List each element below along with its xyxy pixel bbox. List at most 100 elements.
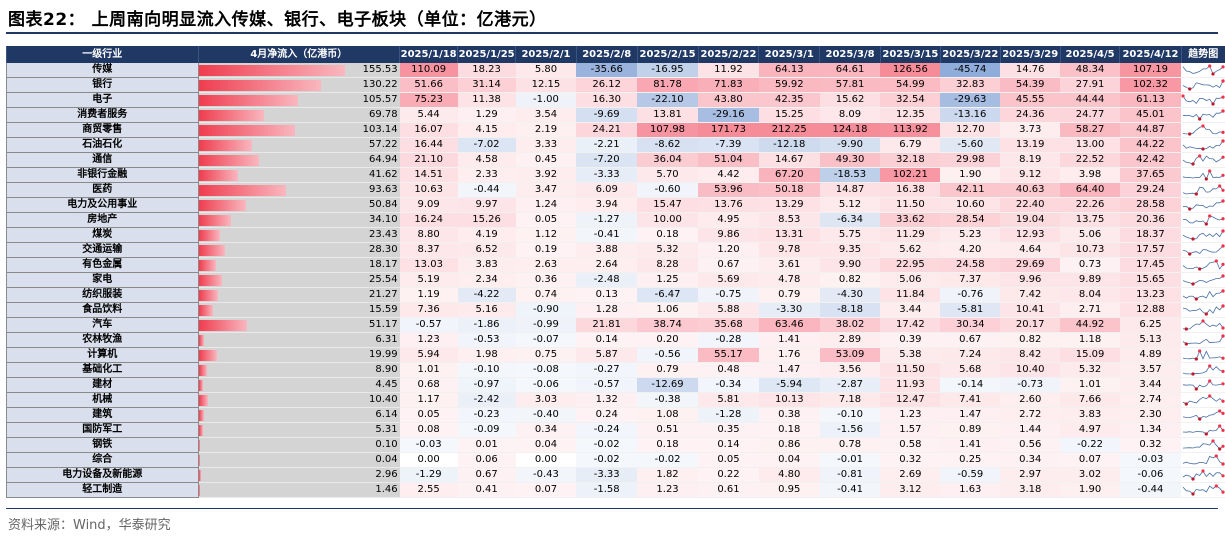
- april-inflow-cell: 25.54: [198, 272, 400, 288]
- trend-sparkline: [1182, 184, 1225, 196]
- weekly-flow-cell: 9.97: [457, 197, 516, 213]
- industry-label: 机械: [6, 392, 199, 408]
- trend-sparkline: [1182, 454, 1225, 466]
- weekly-flow-cell: 44.22: [1119, 137, 1181, 153]
- sparkline-line: [1182, 305, 1224, 315]
- april-inflow-bar: [198, 140, 253, 151]
- trend-sparkline: [1182, 349, 1225, 361]
- sparkline-line: [1182, 170, 1224, 180]
- weekly-flow-cell: 19.04: [1000, 212, 1061, 228]
- weekly-flow-cell: 42.11: [940, 182, 1001, 198]
- april-inflow-cell: 0.10: [198, 437, 400, 453]
- weekly-flow-cell: 2.19: [515, 122, 577, 138]
- table-row: 交通运输 28.30 8.37 6.52 0.19 3.88 5.32 1.20 9.78 9.3…: [6, 242, 1225, 258]
- weekly-flow-cell: 3.44: [1119, 377, 1181, 393]
- weekly-flow-cell: 16.24: [399, 212, 458, 228]
- weekly-flow-cell: 5.80: [515, 63, 577, 78]
- sparkline-min-point: [1191, 282, 1195, 286]
- weekly-flow-cell: -0.34: [698, 377, 759, 393]
- weekly-flow-cell: 5.38: [880, 347, 941, 363]
- weekly-flow-cell: 10.40: [1000, 362, 1061, 378]
- sparkline-last-point: [1221, 229, 1225, 233]
- industry-label: 轻工制造: [6, 482, 199, 498]
- weekly-flow-cell: 4.20: [940, 242, 1001, 258]
- sparkline-last-point: [1221, 304, 1225, 308]
- weekly-flow-cell: 11.50: [880, 362, 941, 378]
- sparkline-last-point: [1221, 444, 1225, 448]
- weekly-flow-cell: 32.54: [880, 92, 941, 108]
- april-inflow-bar: [198, 350, 218, 361]
- column-header: 2025/2/1: [515, 46, 577, 63]
- sparkline-last-point: [1221, 289, 1225, 293]
- weekly-flow-cell: 1.47: [758, 362, 820, 378]
- column-header: 2025/3/1: [758, 46, 820, 63]
- weekly-flow-cell: 15.47: [637, 197, 698, 213]
- weekly-flow-cell: -2.48: [576, 272, 638, 288]
- weekly-flow-cell: 54.99: [880, 77, 941, 93]
- sparkline-min-point: [1204, 177, 1208, 181]
- sparkline-max-point: [1211, 439, 1215, 443]
- april-inflow-value: 6.14: [375, 409, 398, 420]
- weekly-flow-cell: 35.68: [698, 317, 759, 333]
- weekly-flow-cell: 0.34: [515, 422, 577, 438]
- sparkline-min-point: [1191, 492, 1195, 496]
- trend-sparkline-cell: [1181, 452, 1225, 468]
- weekly-flow-cell: 3.33: [515, 137, 577, 153]
- industry-label: 计算机: [6, 347, 199, 363]
- weekly-flow-cell: 44.92: [1060, 317, 1120, 333]
- weekly-flow-cell: 0.67: [940, 332, 1001, 348]
- trend-sparkline: [1182, 394, 1225, 406]
- weekly-flow-cell: 43.80: [698, 92, 759, 108]
- weekly-flow-cell: 37.65: [1119, 167, 1181, 183]
- weekly-flow-cell: 53.09: [819, 347, 881, 363]
- sparkline-max-point: [1208, 64, 1212, 68]
- table-row: 煤炭 23.43 8.80 4.19 1.12 -0.41 0.18 9.86 13.31 5.7…: [6, 227, 1225, 243]
- weekly-flow-cell: 0.25: [940, 452, 1001, 468]
- table-row: 有色金属 18.17 13.03 3.83 2.63 2.64 8.28 0.67 3.61 9.…: [6, 257, 1225, 273]
- weekly-flow-cell: 107.19: [1119, 63, 1181, 78]
- weekly-flow-cell: 0.04: [515, 437, 577, 453]
- weekly-flow-cell: 13.76: [698, 197, 759, 213]
- trend-sparkline-cell: [1181, 422, 1225, 438]
- weekly-flow-cell: -0.02: [576, 437, 638, 453]
- weekly-flow-cell: 4.15: [457, 122, 516, 138]
- sparkline-last-point: [1221, 139, 1225, 143]
- trend-sparkline: [1182, 304, 1225, 316]
- weekly-flow-cell: 3.98: [1060, 167, 1120, 183]
- weekly-flow-cell: 64.13: [758, 63, 820, 78]
- sparkline-min-point: [1184, 402, 1188, 406]
- trend-sparkline: [1182, 274, 1225, 286]
- sparkline-last-point: [1221, 369, 1225, 373]
- weekly-flow-cell: 1.82: [637, 467, 698, 483]
- weekly-flow-cell: 7.42: [1000, 287, 1061, 303]
- weekly-flow-cell: 30.34: [940, 317, 1001, 333]
- april-inflow-value: 18.17: [369, 259, 398, 270]
- weekly-flow-cell: 0.75: [515, 347, 577, 363]
- weekly-flow-cell: -0.43: [515, 467, 577, 483]
- weekly-flow-cell: -18.53: [819, 167, 881, 183]
- weekly-flow-cell: 2.74: [1119, 392, 1181, 408]
- weekly-flow-cell: 5.75: [819, 227, 881, 243]
- weekly-flow-cell: 102.21: [880, 167, 941, 183]
- weekly-flow-cell: 63.46: [758, 317, 820, 333]
- april-inflow-cell: 21.27: [198, 287, 400, 303]
- april-inflow-bar: [198, 230, 221, 241]
- trend-sparkline: [1182, 364, 1225, 376]
- weekly-flow-cell: 2.71: [1060, 302, 1120, 318]
- sparkline-max-point: [1208, 364, 1212, 368]
- weekly-flow-cell: -0.02: [637, 452, 698, 468]
- weekly-flow-cell: 4.19: [457, 227, 516, 243]
- april-inflow-bar: [198, 200, 247, 211]
- weekly-flow-cell: 0.67: [457, 467, 516, 483]
- weekly-flow-cell: 2.34: [457, 272, 516, 288]
- weekly-flow-cell: -1.27: [576, 212, 638, 228]
- weekly-flow-cell: -29.63: [940, 92, 1001, 108]
- weekly-flow-cell: 38.74: [637, 317, 698, 333]
- trend-sparkline-cell: [1181, 137, 1225, 153]
- weekly-flow-cell: 1.90: [1060, 482, 1120, 498]
- table-row: 银行 130.22 51.66 31.14 12.15 26.12 81.78 71.83 59…: [6, 77, 1225, 93]
- sparkline-min-point: [1211, 72, 1215, 76]
- sparkline-max-point: [1201, 124, 1205, 128]
- sparkline-min-point: [1194, 297, 1198, 301]
- weekly-flow-cell: 0.89: [940, 422, 1001, 438]
